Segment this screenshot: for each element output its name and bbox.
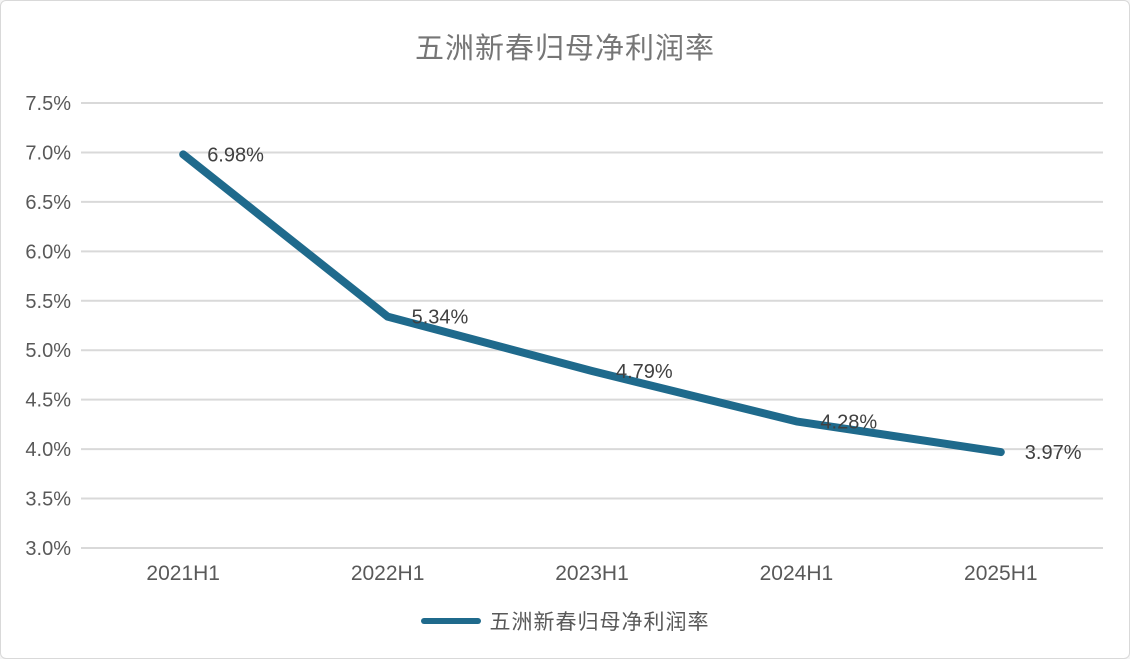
- x-tick-label: 2025H1: [964, 562, 1038, 585]
- data-label: 4.79%: [616, 361, 673, 383]
- y-tick-label: 3.0%: [25, 538, 71, 560]
- y-tick-label: 5.5%: [25, 291, 71, 313]
- data-label: 4.28%: [820, 411, 877, 433]
- y-tick-label: 4.0%: [25, 439, 71, 461]
- y-tick-label: 4.5%: [25, 390, 71, 412]
- y-tick-label: 6.5%: [25, 192, 71, 214]
- data-label: 6.98%: [207, 144, 264, 166]
- y-tick-label: 3.5%: [25, 489, 71, 511]
- data-label: 5.34%: [412, 307, 469, 329]
- y-tick-label: 6.0%: [25, 241, 71, 263]
- y-tick-label: 7.5%: [25, 93, 71, 115]
- legend-series-label: 五洲新春归母净利润率: [489, 611, 710, 634]
- x-tick-label: 2021H1: [146, 562, 220, 585]
- line-chart: 3.0% 3.5% 4.0% 4.5% 5.0% 5.5% 6.0% 6.5% 7.0% 7.5%…: [25, 93, 1103, 585]
- chart-title: 五洲新春归母净利润率: [414, 33, 715, 65]
- chart-legend: 五洲新春归母净利润率: [1, 606, 1129, 636]
- x-tick-label: 2023H1: [555, 562, 629, 585]
- series-line: [179, 150, 1005, 457]
- x-tick-label: 2024H1: [760, 562, 834, 585]
- y-tick-label: 7.0%: [25, 142, 71, 164]
- data-label: 3.97%: [1025, 442, 1082, 464]
- legend-line-swatch: [420, 618, 481, 624]
- x-tick-label: 2022H1: [351, 562, 425, 585]
- y-tick-label: 5.0%: [25, 340, 71, 362]
